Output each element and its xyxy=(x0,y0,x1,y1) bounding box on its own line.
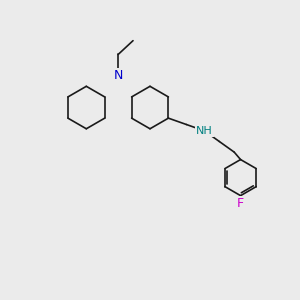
Text: N: N xyxy=(113,69,123,82)
Text: F: F xyxy=(237,196,244,210)
Text: NH: NH xyxy=(196,126,213,136)
